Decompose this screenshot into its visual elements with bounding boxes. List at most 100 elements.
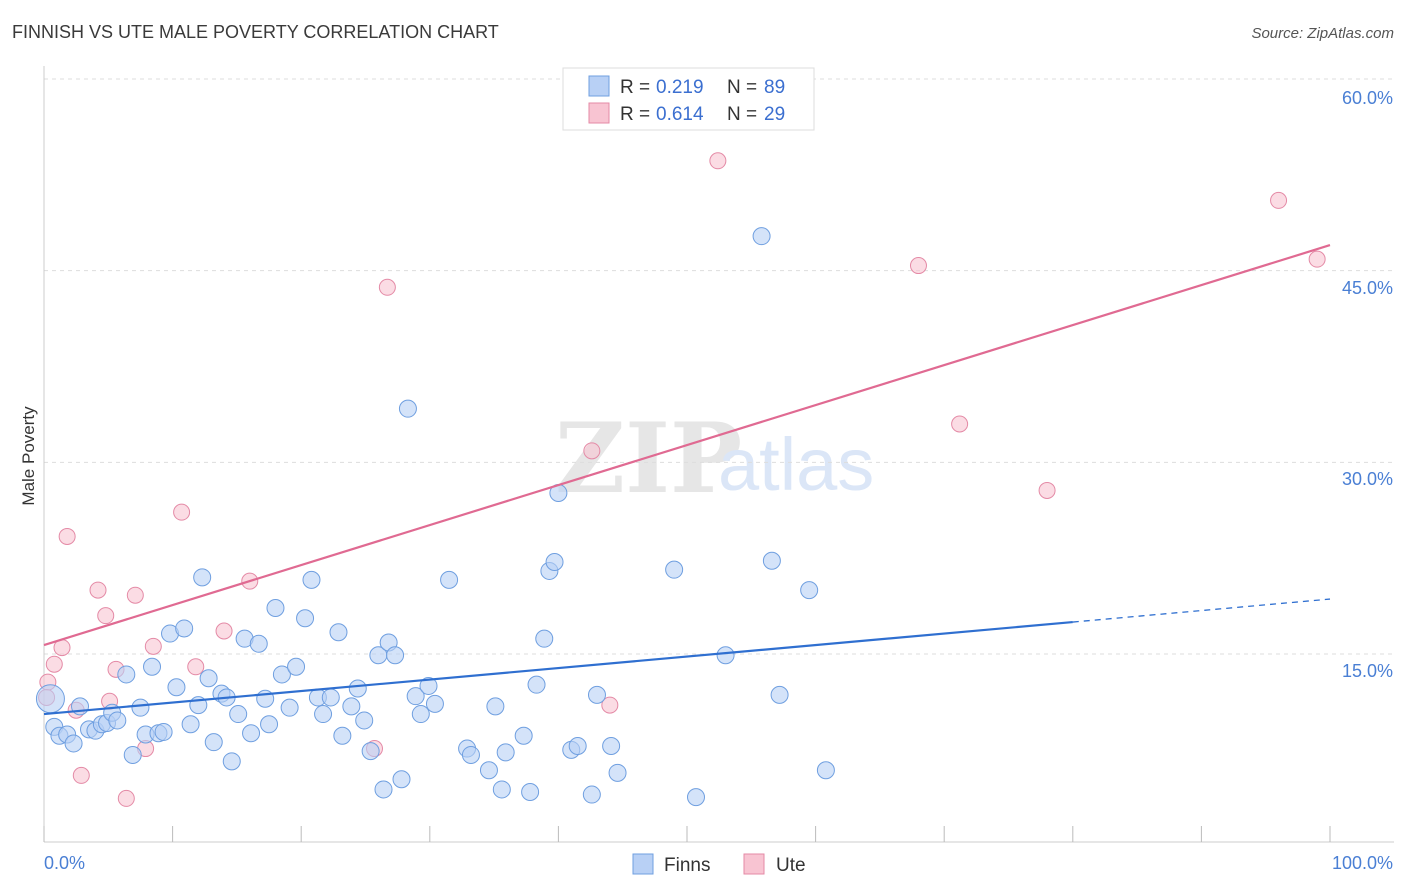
finns-point: [479, 761, 498, 780]
finns-point: [492, 780, 511, 799]
ute-trend-line: [43, 244, 1331, 647]
x-tick-0: 0.0%: [44, 853, 85, 873]
finns-point: [229, 705, 248, 724]
finns-point: [568, 737, 587, 755]
y-tick-labels: 15.0% 30.0% 45.0% 60.0%: [1342, 88, 1393, 681]
bottom-legend-finns-swatch: [632, 853, 654, 875]
finns-point: [800, 581, 819, 600]
finns-point: [545, 553, 564, 571]
ute-point: [72, 766, 90, 784]
finns-trend-line: [43, 620, 1073, 716]
bottom-legend-finns-label: Finns: [664, 855, 710, 876]
axes: [43, 66, 1394, 843]
y-axis-label: Male Poverty: [19, 406, 38, 506]
finns-trend-extension: [1072, 598, 1331, 623]
finns-point: [665, 560, 684, 579]
y-tick-45: 45.0%: [1342, 278, 1393, 298]
finns-point: [64, 734, 83, 753]
y-tick-30: 30.0%: [1342, 469, 1393, 489]
finns-point: [181, 715, 200, 734]
finns-point: [296, 609, 315, 628]
ute-point: [1308, 250, 1326, 268]
ute-point: [1270, 191, 1288, 209]
ute-point: [126, 586, 144, 604]
ute-point: [909, 257, 927, 275]
finns-point: [302, 570, 321, 589]
bottom-legend-ute-label: Ute: [776, 855, 806, 876]
finns-point: [374, 780, 393, 799]
legend-ute-r-value: 0.614: [656, 104, 704, 125]
legend-ute-r-label: R =: [620, 104, 650, 125]
bottom-legend-ute-swatch: [743, 853, 765, 875]
ute-point: [45, 655, 63, 673]
trend-lines: [43, 244, 1331, 716]
x-tick-100: 100.0%: [1332, 853, 1393, 873]
finns-point: [535, 629, 554, 648]
finns-point: [527, 675, 546, 694]
y-tick-60: 60.0%: [1342, 88, 1393, 108]
series-finns-points: [35, 227, 835, 807]
chart-source: Source: ZipAtlas.com: [1251, 25, 1394, 42]
legend-box: R = 0.219 N = 89 R = 0.614 N = 29: [562, 67, 815, 131]
ute-point: [215, 622, 233, 640]
finns-point: [35, 684, 65, 714]
ute-point: [173, 503, 191, 521]
finns-point: [355, 711, 374, 730]
ute-point: [144, 637, 162, 655]
finns-point: [272, 665, 291, 684]
finns-point: [175, 619, 194, 638]
ute-point: [709, 152, 727, 170]
ute-point: [58, 527, 76, 545]
watermark-atlas: atlas: [718, 423, 874, 506]
finns-point: [816, 761, 835, 780]
finns-point: [440, 570, 459, 589]
finns-point: [582, 785, 601, 804]
finns-point: [602, 737, 621, 755]
finns-point: [131, 698, 150, 717]
finns-point: [608, 763, 627, 782]
finns-point: [222, 752, 241, 771]
finns-point: [123, 745, 142, 764]
finns-point: [770, 685, 789, 704]
finns-point: [266, 599, 285, 617]
legend-finns-r-value: 0.219: [656, 77, 704, 98]
finns-point: [762, 551, 781, 570]
ute-point: [89, 581, 107, 599]
bottom-legend: Finns Ute: [632, 853, 806, 876]
finns-point: [716, 646, 735, 665]
finns-point: [280, 698, 299, 717]
watermark-zip: ZIP: [555, 402, 742, 515]
legend-finns-n-label: N =: [727, 77, 757, 98]
ute-point: [601, 696, 619, 714]
finns-point: [392, 770, 411, 789]
ute-point: [187, 658, 205, 676]
finns-point: [333, 726, 352, 745]
finns-point: [108, 711, 127, 730]
finns-point: [314, 705, 333, 724]
finns-point: [204, 733, 223, 752]
finns-point: [398, 399, 417, 418]
finns-point: [411, 705, 430, 724]
ute-point: [117, 789, 135, 807]
finns-point: [143, 657, 162, 676]
finns-point: [329, 623, 348, 642]
finns-point: [342, 697, 361, 716]
finns-point: [348, 679, 367, 698]
finns-point: [687, 788, 706, 807]
finns-point: [242, 724, 261, 743]
finns-point: [167, 678, 186, 697]
finns-point: [193, 568, 212, 587]
finns-point: [521, 783, 540, 801]
finns-point: [587, 685, 606, 704]
finns-point: [361, 742, 380, 761]
legend-ute-n-value: 29: [764, 104, 785, 125]
ute-point: [583, 442, 601, 460]
finns-point: [386, 646, 405, 665]
chart-title: FINNISH VS UTE MALE POVERTY CORRELATION …: [12, 22, 499, 42]
ute-point: [951, 415, 969, 433]
legend-finns-r-label: R =: [620, 77, 650, 98]
finns-point: [496, 743, 515, 762]
legend-ute-n-label: N =: [727, 104, 757, 125]
ute-point: [97, 607, 115, 625]
finns-point: [406, 687, 425, 706]
